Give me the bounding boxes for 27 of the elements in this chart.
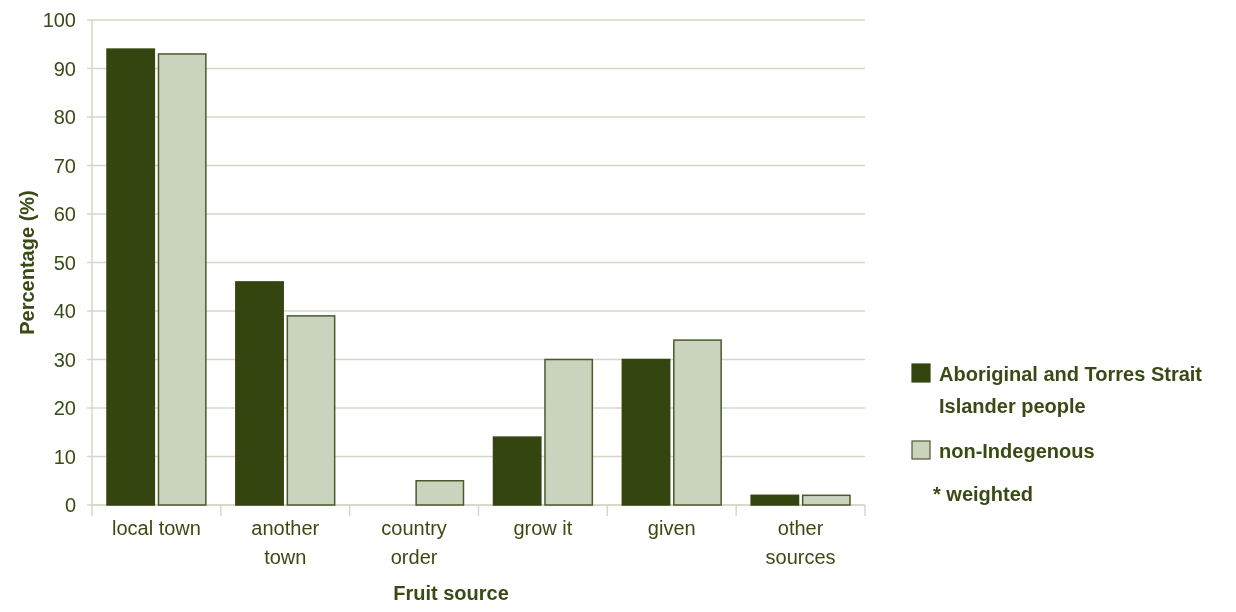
text: * weighted — [933, 483, 1034, 505]
y-tick-label: 50 — [53, 251, 76, 274]
x-tick-label: another town — [251, 517, 320, 568]
bar — [621, 358, 671, 506]
y-tick-label: 70 — [53, 154, 76, 177]
y-tick-label: 60 — [53, 203, 76, 225]
y-tick-label: 10 — [53, 445, 76, 468]
y-tick-label: 100 — [42, 9, 76, 31]
y-axis-title: Percentage (%) — [16, 190, 38, 335]
x-tick-label: other sources — [765, 517, 836, 568]
x-tick-label: grow it — [513, 517, 573, 539]
y-tick-label: 40 — [53, 300, 76, 322]
y-tick-label: 30 — [53, 348, 76, 371]
y-tick-label: 80 — [53, 106, 76, 128]
legend-label: Aboriginal and Torres Strait Islander people — [939, 363, 1203, 417]
x-tick-label: local town — [111, 517, 201, 539]
y-tick-label: 90 — [53, 57, 76, 80]
bar — [492, 436, 542, 506]
x-tick-label: given — [647, 517, 696, 539]
x-tick-label: country order — [381, 517, 447, 568]
legend-label: non-Indegenous — [939, 440, 1095, 462]
y-tick-label: 20 — [53, 397, 76, 419]
y-tick-label: 0 — [64, 494, 76, 516]
x-axis-title: Fruit source — [393, 582, 509, 604]
bar — [235, 281, 284, 506]
bar — [106, 48, 156, 506]
bar — [750, 494, 800, 506]
